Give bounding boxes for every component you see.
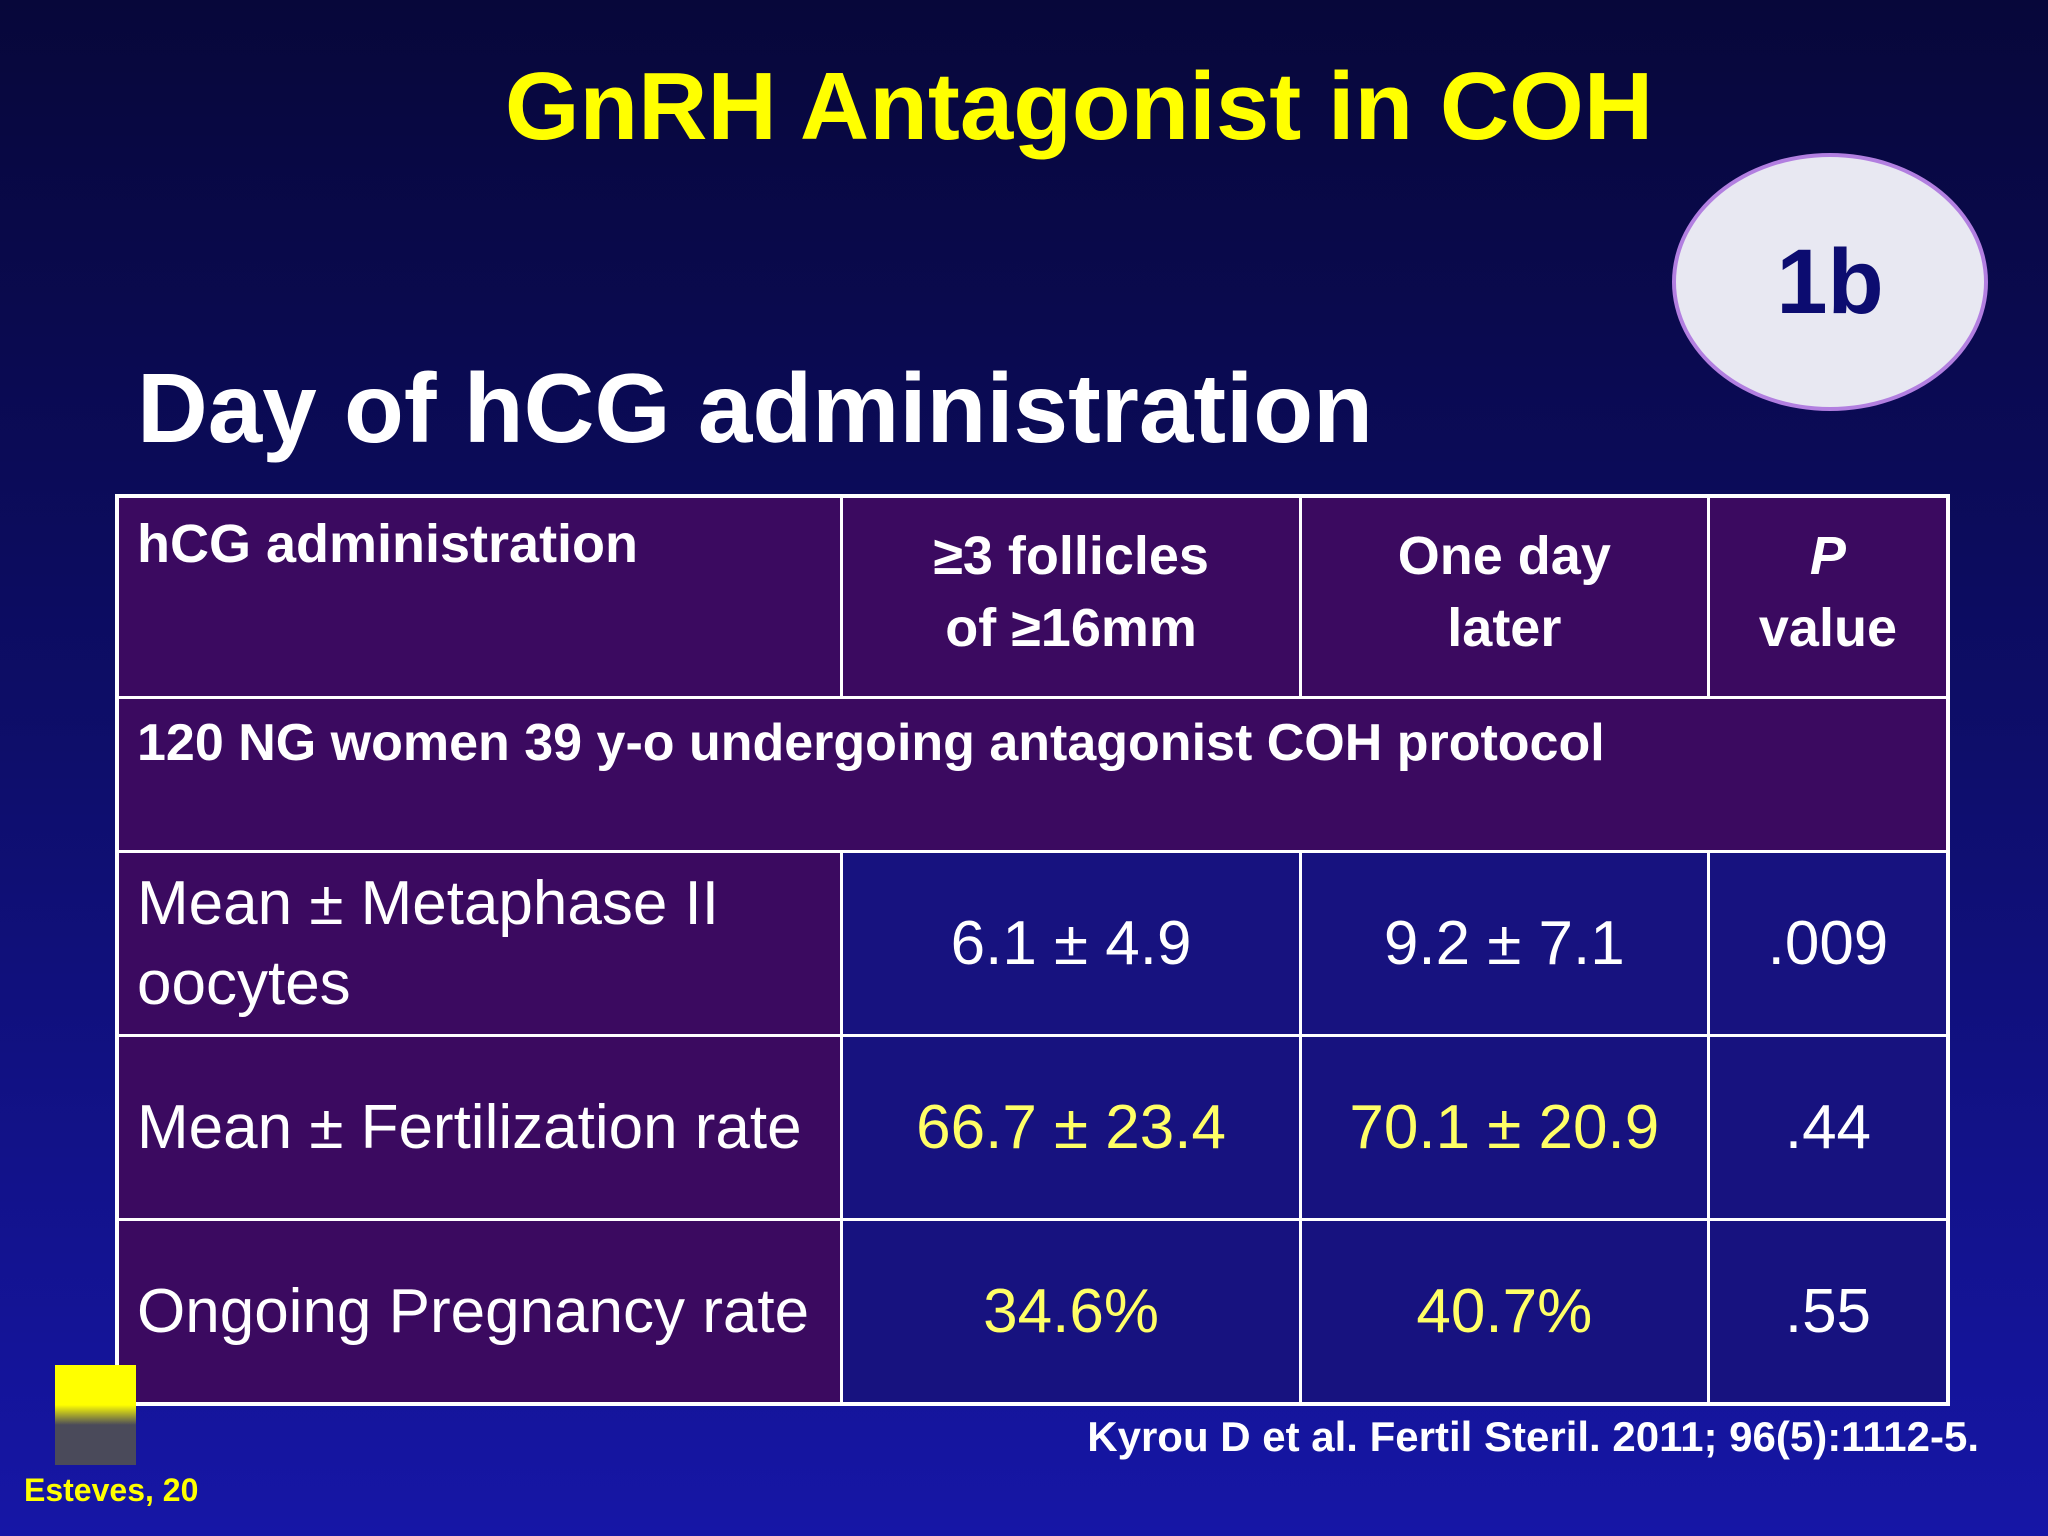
group-row: 120 NG women 39 y-o undergoing antagonis…: [115, 696, 1950, 853]
p-cell: .44: [1706, 1034, 1950, 1221]
slide-title: GnRH Antagonist in COH: [504, 53, 1654, 160]
header-text: value: [1758, 598, 1897, 658]
header-text: One day later: [1397, 526, 1611, 658]
cell: 34.6%: [840, 1218, 1302, 1406]
footer: Esteves, 20: [24, 1472, 199, 1508]
header-cell: One day later: [1298, 494, 1710, 699]
header-cell: ≥3 follicles of ≥16mm: [840, 494, 1302, 699]
row-label: Ongoing Pregnancy rate: [115, 1218, 844, 1406]
data-row: Mean ± Metaphase II oocytes 6.1 ± 4.9 9.…: [115, 850, 1950, 1037]
cell: 40.7%: [1298, 1218, 1710, 1406]
citation: Kyrou D et al. Fertil Steril. 2011; 96(5…: [1087, 1413, 1979, 1460]
cell: 66.7 ± 23.4: [840, 1034, 1302, 1221]
header-cell: hCG administration: [115, 494, 844, 699]
data-row: Ongoing Pregnancy rate 34.6% 40.7% .55: [115, 1218, 1950, 1406]
p-cell: .55: [1706, 1218, 1950, 1406]
data-row: Mean ± Fertilization rate 66.7 ± 23.4 70…: [115, 1034, 1950, 1221]
header-row: hCG administration ≥3 follicles of ≥16mm…: [115, 494, 1950, 699]
row-label: Mean ± Metaphase II oocytes: [115, 850, 844, 1037]
subtitle: Day of hCG administration: [137, 353, 1374, 463]
group-cell: 120 NG women 39 y-o undergoing antagonis…: [115, 696, 1950, 853]
cell: 70.1 ± 20.9: [1298, 1034, 1710, 1221]
cell: 9.2 ± 7.1: [1298, 850, 1710, 1037]
cell: 6.1 ± 4.9: [840, 850, 1302, 1037]
logo-square: [55, 1365, 136, 1465]
row-label: Mean ± Fertilization rate: [115, 1034, 844, 1221]
results-table: hCG administration ≥3 follicles of ≥16mm…: [115, 494, 1950, 1406]
p-cell: .009: [1706, 850, 1950, 1037]
badge: 1b: [1672, 153, 1988, 411]
header-text: ≥3 follicles of ≥16mm: [933, 526, 1209, 658]
p-symbol: P: [1809, 526, 1846, 586]
